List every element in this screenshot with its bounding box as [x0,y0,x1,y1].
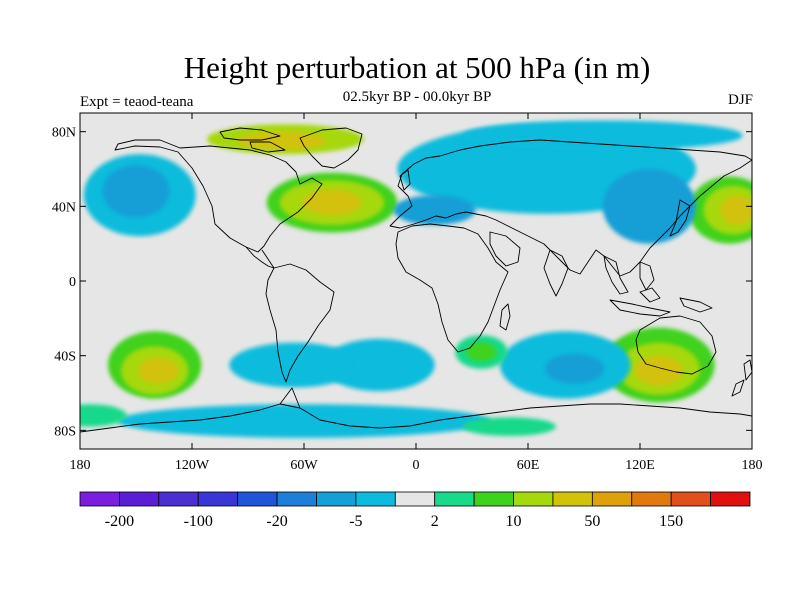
field-region-arctic-positive-core [236,131,327,151]
field-region-siberia-negative [462,120,743,151]
colorbar-swatch [631,491,672,507]
lat-tick-label: 40S [54,350,76,365]
colorbar-swatch [670,491,711,507]
coastline-southeast-asia [603,255,655,295]
coastline-arabia [489,231,521,267]
colorbar-swatch [434,491,475,507]
lon-tick-label: 0 [413,458,420,473]
colorbar-swatch [119,491,160,507]
coastline-greenland [299,127,363,169]
field-region-south-africa-positive-core [466,342,497,362]
coastline-south-america [265,263,335,383]
colorbar-label: -200 [105,513,134,530]
lon-tick-label: 120E [625,458,655,473]
lon-tick-label: 120W [175,458,210,473]
height-field [80,120,752,438]
axis-ticks: 80N 40N 0 40S 80S 180 120W 60W 0 60E 120E 180 [52,113,763,473]
colorbar-swatch [473,491,514,507]
lat-tick-label: 80N [52,126,76,141]
field-region-australia-positive-core [634,355,683,386]
colorbar-swatch [591,491,633,507]
colorbar-label: 2 [431,513,439,530]
lat-tick-label: 0 [69,275,76,290]
experiment-label: Expt = teaod-teana [80,94,194,110]
colorbar-swatch [355,491,396,507]
colorbar-label: -20 [266,513,287,530]
field-region-antarctic-positive [462,417,556,436]
colorbar-swatch [513,491,554,507]
coastlines [80,127,752,433]
colorbar: -200 -100 -20 -5 2 10 50 150 [79,491,751,530]
colorbar-label: 10 [506,513,522,530]
colorbar-label: 50 [584,513,600,530]
coastline-antarctic-peninsula [279,387,301,409]
field-region-west-pacific-positive-core [720,195,752,225]
colorbar-swatch [316,491,357,507]
lon-tick-label: 180 [742,458,763,473]
colorbar-label: 150 [659,513,683,530]
field-region-mediterranean-negative [393,195,476,225]
field-region-south-pacific-positive-core [137,357,179,384]
coastline-central-america [245,246,275,269]
colorbar-swatch [237,491,278,507]
colorbar-swatch [197,491,239,507]
colorbar-label: -5 [349,513,362,530]
season-label: DJF [727,92,753,108]
field-region-indian-ocean-negative-core [544,353,605,384]
field-region-drake-negative [229,342,360,388]
colorbar-swatch [710,491,751,507]
coastline-india [543,249,569,297]
field-region-north-pacific-negative-core [102,165,170,218]
coastline-british-isles [399,169,411,191]
coastline-australia [635,315,717,375]
colorbar-swatch [158,491,199,507]
coastline-arctic-islands [219,127,286,153]
colorbar-swatch [79,491,120,507]
coastline-indonesia [609,287,713,317]
coastline-antarctica [80,403,752,433]
colorbar-swatch [276,491,317,507]
coastline-new-zealand [731,359,752,397]
coastline-madagascar [499,303,511,331]
lon-tick-label: 60E [517,458,540,473]
map-panel: 80N 40N 0 40S 80S 180 120W 60W 0 60E 120E 180 [52,112,763,473]
colorbar-swatch [394,491,436,507]
colorbar-swatch [552,491,593,507]
lon-tick-label: 180 [70,458,91,473]
field-region-south-atlantic-negative [322,338,435,392]
map-subtitle: 02.5kyr BP - 00.0kyr BP [342,89,492,105]
coastline-north-america [114,139,323,253]
field-region-east-asia-negative [602,169,696,244]
lon-tick-label: 60W [290,458,318,473]
coastline-africa [395,223,509,353]
field-region-north-atlantic-positive-core [302,189,362,216]
field-region-south-pacific-west-positive [80,404,127,427]
coastline-eurasia [389,139,752,277]
colorbar-label: -100 [184,513,213,530]
lat-tick-label: 80S [54,424,76,439]
coastline-japan [669,199,691,237]
page-title: Height perturbation at 500 hPa (in m) [183,50,651,85]
lat-tick-label: 40N [52,200,76,215]
field-region-southern-ocean-negative [117,404,491,438]
